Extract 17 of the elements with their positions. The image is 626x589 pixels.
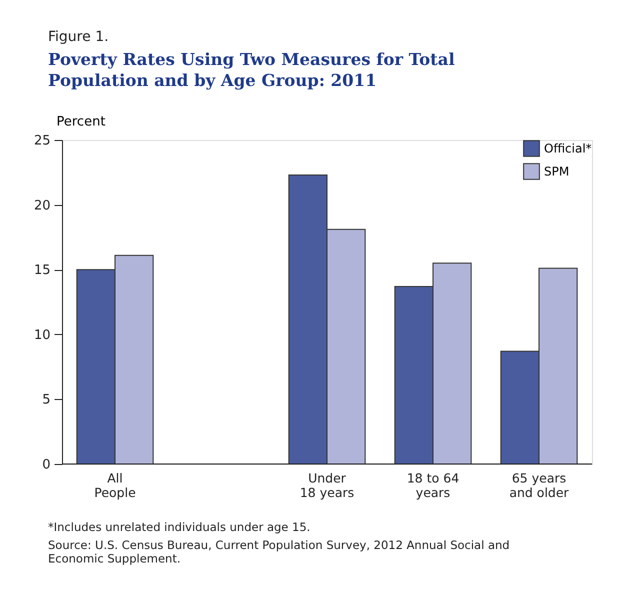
- y-axis-title: Percent: [56, 114, 106, 130]
- x-tick-label: Under 18 years: [300, 470, 354, 500]
- text: *Includes unrelated individuals under age 15.: [48, 520, 310, 534]
- y-tick-label: 25: [34, 134, 50, 148]
- y-tick-label: 10: [34, 328, 50, 343]
- chart-subtitle: Figure 1.: [48, 29, 109, 45]
- y-tick-label: 20: [34, 198, 50, 214]
- x-tick-label: 65 years and older: [509, 470, 570, 500]
- y-tick-label: 5: [42, 392, 50, 408]
- chart-title: Poverty Rates Using Two Measures for Total Population and by Age Group: 2011: [48, 50, 455, 90]
- y-tick-label: 0: [42, 458, 50, 472]
- x-tick-label: 18 to 64 years: [406, 470, 460, 500]
- legend-label: Official*: [544, 142, 592, 156]
- y-tick-label: 15: [34, 263, 50, 278]
- source-note: Source: U.S. Census Bureau, Current Population Survey, 2012 Annual Social and Economic Supplement.: [48, 538, 510, 566]
- x-tick-label: All People: [94, 470, 136, 500]
- legend-label: SPM: [544, 164, 570, 178]
